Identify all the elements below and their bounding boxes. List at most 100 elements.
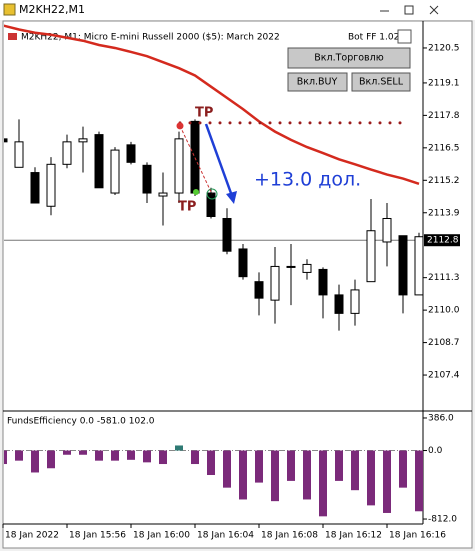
maximize-button[interactable] [404,5,414,15]
tp-label: TP [178,200,196,215]
candle-body [254,281,264,299]
indicator-bar [383,450,391,513]
candle-body [30,172,40,204]
candle-body [78,138,88,143]
profit-annotation: +13.0 дол. [254,169,361,191]
x-tick-label: 18 Jan 16:16 [389,531,446,541]
exit-marker [206,188,218,200]
y-tick-label: 2119.1 [428,78,460,88]
indicator-bar [63,450,71,455]
candle-body [14,141,24,168]
indicator-bar [159,450,167,465]
button-label: Вкл.SELL [359,77,404,88]
profit-arrow-head [226,191,237,204]
chart-area [2,20,473,549]
candle-body [382,217,392,243]
indicator-bar [319,450,327,517]
title-bar [0,0,475,20]
sell-toggle-button[interactable] [351,72,411,92]
indicator-title: FundsEfficiency 0.0 -581.0 102.0 [7,417,155,427]
candle-body [46,163,56,207]
window-icon [3,3,16,16]
indicator-bar [415,450,423,512]
indicator-bar [399,450,407,488]
indicator-bar [191,450,199,465]
current-price-box [424,234,460,247]
candle-body [366,230,376,283]
x-tick-label: 18 Jan 16:08 [261,531,318,541]
profit-arrow [204,123,234,197]
candle-body [158,192,168,197]
y-tick-label: 2117.8 [428,111,460,121]
button-label: Вкл.Торговлю [314,53,383,64]
chart-header: M2KH22, M1: Micro E-mini Russell 2000 ($… [8,29,412,44]
candle-body [334,294,344,314]
button-label: Вкл.BUY [297,77,338,88]
y-tick-label: 2107.4 [428,371,460,381]
indicator-bar [111,450,119,461]
x-tick-label: 18 Jan 16:00 [133,531,190,541]
candle-body [174,138,184,194]
y-tick-label: 2113.9 [428,208,460,218]
candle-body [62,141,72,165]
trade-buttons: Вкл.Торговлю Вкл.BUY Вкл.SELL [287,47,411,92]
candle-body [206,192,216,217]
x-tick-label: 18 Jan 16:04 [197,531,254,541]
candle-body [190,120,200,194]
indicator-bar [47,450,55,469]
indicator-bar [143,450,151,463]
indicator-bar [79,450,87,455]
y-tick-label: 0.0 [428,446,443,456]
x-tick-label: 18 Jan 16:12 [325,531,382,541]
chart-icon [8,33,17,40]
x-tick-label: 18 Jan 2022 [5,531,59,541]
indicator-bar [271,450,279,502]
candle-body [398,235,408,296]
moving-average-line [4,24,420,185]
candle-body [350,289,360,314]
indicator-bar [15,450,23,461]
indicator-bar [223,450,231,488]
indicator-bar [175,445,183,451]
indicator-bar [335,450,343,481]
candle-body [142,164,152,194]
indicator-bar [287,450,295,481]
candle-body [318,268,328,296]
candle-body [302,263,312,273]
candle-body [238,248,248,278]
y-tick-label: 2111.3 [428,273,460,283]
indicator-bar [303,450,311,500]
indicator-bar [351,450,359,491]
candle-body [4,138,8,143]
y-tick-label: 386.0 [428,413,454,423]
indicator-bar [207,450,215,476]
indicator-bar [239,450,247,500]
indicator-bar [4,450,7,465]
chart-title: M2KH22, M1: Micro E-mini Russell 2000 ($… [21,33,280,43]
y-tick-label: 2115.2 [428,176,460,186]
trade-toggle-button[interactable] [287,47,411,69]
buy-toggle-button[interactable] [287,72,348,92]
current-price-label: 2112.8 [427,236,459,246]
y-tick-label: -812.0 [428,515,457,525]
close-button[interactable] [429,5,439,15]
candle-body [222,217,232,252]
candle-body [94,134,104,189]
candle-body [126,144,136,163]
price-plot [4,24,423,331]
candle-body [414,236,423,296]
window-title: M2KH22,M1 [19,3,85,16]
indicator-bar [367,450,375,506]
candle-body [286,265,296,268]
indicator-bar [31,450,39,473]
y-tick-label: 2108.7 [428,338,460,348]
candle-body [110,149,120,194]
indicator-bar [95,450,103,461]
y-tick-label: 2120.5 [428,43,460,53]
y-tick-label: 2116.5 [428,143,460,153]
x-tick-label: 18 Jan 15:56 [69,531,126,541]
candle-body [270,265,280,301]
y-tick-label: 2110.0 [428,306,460,316]
indicator-bar [255,450,263,483]
